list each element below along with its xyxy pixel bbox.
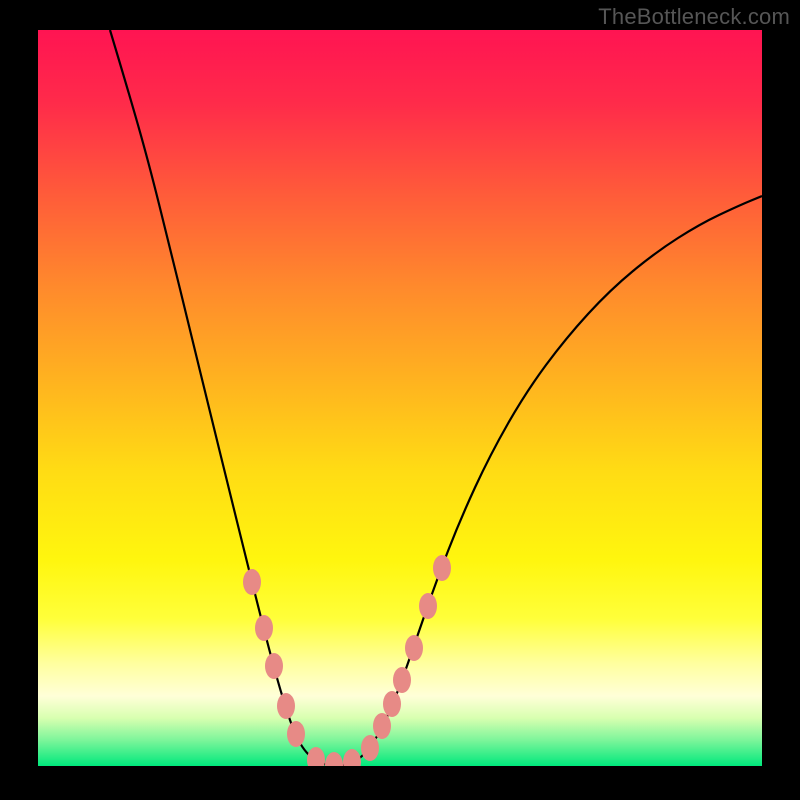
- curve-marker: [405, 635, 423, 661]
- bottleneck-curve-layer: [38, 30, 762, 766]
- curve-marker: [373, 713, 391, 739]
- chart-plot-area: [38, 30, 762, 766]
- curve-marker: [325, 752, 343, 766]
- curve-marker: [307, 747, 325, 766]
- curve-marker: [243, 569, 261, 595]
- curve-marker: [393, 667, 411, 693]
- curve-marker: [419, 593, 437, 619]
- curve-marker: [343, 749, 361, 766]
- left-curve: [110, 30, 338, 766]
- curve-marker: [361, 735, 379, 761]
- marker-group: [243, 555, 451, 766]
- curve-marker: [287, 721, 305, 747]
- curve-marker: [433, 555, 451, 581]
- curve-marker: [265, 653, 283, 679]
- curve-marker: [277, 693, 295, 719]
- curve-marker: [255, 615, 273, 641]
- curve-marker: [383, 691, 401, 717]
- watermark-label: TheBottleneck.com: [598, 4, 790, 30]
